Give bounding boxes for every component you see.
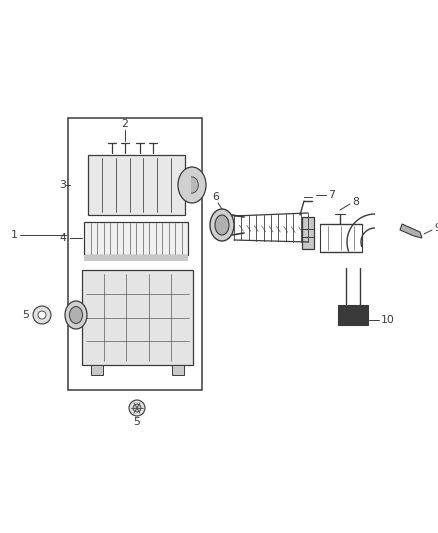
Bar: [68, 118, 202, 390]
Text: 4: 4: [60, 233, 67, 243]
Bar: [84, 255, 188, 261]
Ellipse shape: [70, 306, 82, 324]
Circle shape: [133, 404, 141, 412]
Circle shape: [33, 306, 51, 324]
Ellipse shape: [178, 167, 206, 203]
Circle shape: [38, 311, 46, 319]
Text: 7: 7: [328, 190, 336, 200]
Circle shape: [129, 400, 145, 416]
Bar: [183, 175, 191, 195]
Text: 1: 1: [11, 230, 18, 240]
Bar: [302, 217, 314, 249]
Text: 10: 10: [381, 315, 395, 325]
Ellipse shape: [186, 177, 198, 193]
Bar: [91, 365, 103, 375]
Polygon shape: [400, 224, 422, 238]
Bar: [84, 222, 188, 255]
Bar: [338, 305, 368, 325]
Text: 5: 5: [23, 310, 29, 320]
Bar: [88, 155, 185, 215]
Text: 3: 3: [60, 180, 67, 190]
Text: 6: 6: [212, 192, 219, 202]
Text: 5: 5: [134, 417, 141, 427]
Bar: [172, 365, 184, 375]
Ellipse shape: [210, 209, 234, 241]
Text: 8: 8: [353, 197, 360, 207]
Ellipse shape: [65, 301, 87, 329]
Ellipse shape: [215, 215, 229, 235]
Bar: [82, 270, 193, 365]
Text: 2: 2: [122, 119, 128, 129]
Text: 9: 9: [434, 223, 438, 233]
